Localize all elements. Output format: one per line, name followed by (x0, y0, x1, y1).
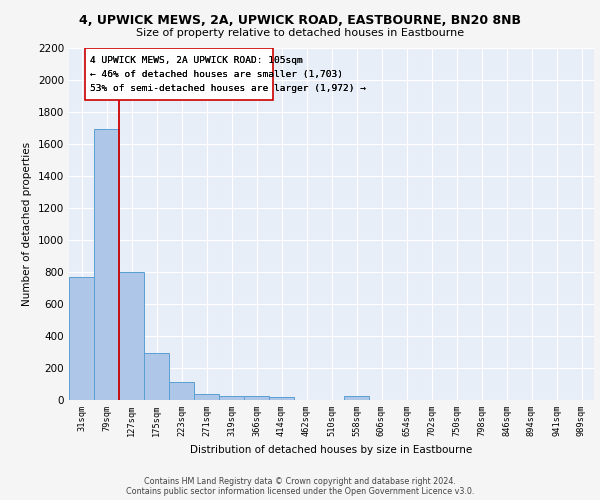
Text: Size of property relative to detached houses in Eastbourne: Size of property relative to detached ho… (136, 28, 464, 38)
Bar (344, 396, 369, 400)
FancyBboxPatch shape (85, 48, 273, 100)
Text: 4 UPWICK MEWS, 2A UPWICK ROAD: 105sqm: 4 UPWICK MEWS, 2A UPWICK ROAD: 105sqm (90, 56, 303, 66)
Bar (144, 352, 169, 400)
Bar (244, 396, 269, 400)
Text: 4 UPWICK MEWS, 2A UPWICK ROAD: 105sqm: 4 UPWICK MEWS, 2A UPWICK ROAD: 105sqm (90, 56, 303, 66)
Text: Contains HM Land Registry data © Crown copyright and database right 2024.
Contai: Contains HM Land Registry data © Crown c… (126, 476, 474, 496)
Bar (194, 394, 219, 400)
Bar (169, 382, 194, 400)
Bar (119, 272, 144, 400)
Bar (219, 396, 244, 400)
Text: ← 46% of detached houses are smaller (1,703): ← 46% of detached houses are smaller (1,… (90, 70, 343, 79)
Bar (69, 276, 94, 400)
Text: 53% of semi-detached houses are larger (1,972) →: 53% of semi-detached houses are larger (… (90, 84, 366, 92)
Text: ← 46% of detached houses are smaller (1,703): ← 46% of detached houses are smaller (1,… (90, 70, 343, 79)
Bar (94, 129, 119, 400)
Text: 4, UPWICK MEWS, 2A, UPWICK ROAD, EASTBOURNE, BN20 8NB: 4, UPWICK MEWS, 2A, UPWICK ROAD, EASTBOU… (79, 14, 521, 27)
Text: 53% of semi-detached houses are larger (1,972) →: 53% of semi-detached houses are larger (… (90, 84, 366, 92)
Y-axis label: Number of detached properties: Number of detached properties (22, 142, 32, 306)
Bar (269, 397, 294, 400)
X-axis label: Distribution of detached houses by size in Eastbourne: Distribution of detached houses by size … (190, 444, 473, 454)
